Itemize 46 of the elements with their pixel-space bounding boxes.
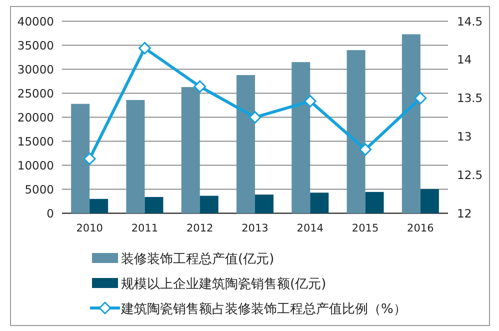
y-tick-label: 0: [46, 206, 54, 220]
bar: [365, 192, 384, 214]
y-tick-label: 10000: [17, 158, 54, 172]
legend-label: 规模以上企业建筑陶瓷销售额(亿元): [121, 277, 326, 292]
point: [138, 42, 151, 54]
bar: [126, 100, 145, 214]
x-tick-label: 2010: [76, 222, 103, 234]
y-tick-label: 15000: [17, 134, 54, 148]
bar: [255, 194, 274, 214]
bar: [310, 192, 329, 214]
y2-tick-label: 14: [457, 52, 472, 67]
bar: [181, 87, 200, 214]
y-tick-label: 25000: [17, 86, 54, 100]
bar: [90, 198, 108, 214]
bar: [346, 50, 366, 214]
bar: [71, 104, 90, 214]
y-tick-label: 5000: [24, 182, 54, 196]
point: [359, 143, 372, 156]
y-tick-label: 35000: [17, 38, 54, 52]
bar: [144, 196, 164, 214]
y2-tick-label: 12: [457, 206, 472, 220]
point: [83, 152, 96, 166]
y-tick-label: 40000: [17, 14, 54, 28]
y-tick-label: 20000: [17, 110, 54, 124]
y-tick-label: 30000: [17, 62, 54, 76]
y2-tick-label: 13.5: [457, 91, 483, 106]
x-tick-label: 2016: [407, 222, 434, 234]
x-tick-label: 2013: [242, 222, 268, 234]
y2-tick-label: 12.5: [457, 168, 483, 182]
point: [248, 111, 262, 124]
bar: [292, 62, 310, 214]
y2-tick-label: 13: [457, 130, 472, 144]
point: [304, 94, 316, 108]
point: [414, 92, 427, 104]
bar: [236, 75, 255, 214]
legend-label: 建筑陶瓷销售额占装修装饰工程总产值比例（%）: [120, 302, 406, 317]
bar: [402, 34, 420, 214]
legend-label: 装修装饰工程总产值(亿元): [121, 252, 274, 267]
x-tick-label: 2011: [131, 222, 158, 234]
x-tick-label: 2012: [186, 222, 214, 234]
point: [194, 80, 206, 93]
x-tick-label: 2014: [296, 222, 324, 234]
bar: [420, 189, 439, 214]
y2-tick-label: 14.5: [457, 14, 483, 28]
x-tick-label: 2015: [352, 222, 379, 234]
bar: [200, 196, 218, 214]
